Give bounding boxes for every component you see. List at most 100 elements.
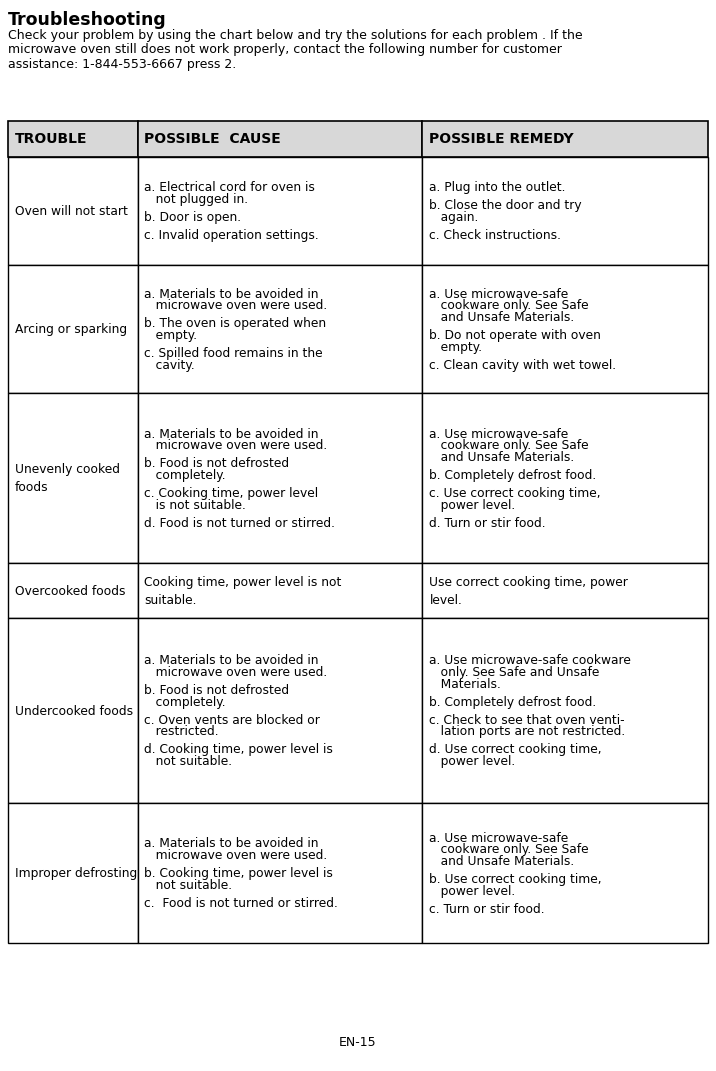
Text: Overcooked foods: Overcooked foods: [15, 585, 125, 598]
Text: c. Check instructions.: c. Check instructions.: [430, 229, 561, 242]
Text: Oven will not start: Oven will not start: [15, 206, 128, 218]
Bar: [422, 121, 708, 157]
Text: a. Materials to be avoided in: a. Materials to be avoided in: [145, 838, 319, 850]
Bar: [8, 157, 137, 265]
Text: b. Do not operate with oven: b. Do not operate with oven: [430, 329, 601, 342]
Bar: [8, 618, 137, 803]
Bar: [422, 563, 708, 618]
Bar: [422, 618, 708, 803]
Text: d. Cooking time, power level is: d. Cooking time, power level is: [145, 743, 334, 756]
Text: cookware only. See Safe: cookware only. See Safe: [430, 299, 589, 313]
Text: a. Use microwave-safe cookware: a. Use microwave-safe cookware: [430, 654, 632, 667]
Text: again.: again.: [430, 211, 479, 224]
Text: microwave oven still does not work properly, contact the following number for cu: microwave oven still does not work prope…: [8, 44, 562, 57]
Bar: [8, 121, 137, 157]
Text: d. Turn or stir food.: d. Turn or stir food.: [430, 517, 546, 530]
Text: not suitable.: not suitable.: [145, 879, 233, 892]
Text: c. Use correct cooking time,: c. Use correct cooking time,: [430, 487, 601, 500]
Text: a. Use microwave-safe: a. Use microwave-safe: [430, 427, 569, 440]
Bar: [8, 803, 137, 942]
Bar: [137, 393, 422, 563]
Text: lation ports are not restricted.: lation ports are not restricted.: [430, 725, 626, 738]
Text: and Unsafe Materials.: and Unsafe Materials.: [430, 451, 575, 464]
Bar: [137, 803, 422, 942]
Text: microwave oven were used.: microwave oven were used.: [145, 849, 328, 862]
Text: empty.: empty.: [430, 341, 483, 353]
Text: Undercooked foods: Undercooked foods: [15, 705, 133, 718]
Text: is not suitable.: is not suitable.: [145, 499, 246, 512]
Text: Use correct cooking time, power: Use correct cooking time, power: [430, 575, 628, 589]
Text: power level.: power level.: [430, 885, 516, 897]
Text: and Unsafe Materials.: and Unsafe Materials.: [430, 311, 575, 323]
Text: completely.: completely.: [145, 696, 226, 709]
Text: a. Electrical cord for oven is: a. Electrical cord for oven is: [145, 181, 315, 194]
Text: completely.: completely.: [145, 469, 226, 482]
Text: Check your problem by using the chart below and try the solutions for each probl: Check your problem by using the chart be…: [8, 29, 583, 42]
Bar: [8, 563, 137, 618]
Text: c. Cooking time, power level: c. Cooking time, power level: [145, 487, 319, 500]
Text: suitable.: suitable.: [145, 593, 197, 606]
Text: c. Oven vents are blocked or: c. Oven vents are blocked or: [145, 713, 320, 726]
Text: not plugged in.: not plugged in.: [145, 193, 248, 206]
Text: c.  Food is not turned or stirred.: c. Food is not turned or stirred.: [145, 896, 339, 910]
Bar: [137, 157, 422, 265]
Text: b. Use correct cooking time,: b. Use correct cooking time,: [430, 873, 602, 886]
Text: b. Close the door and try: b. Close the door and try: [430, 199, 582, 212]
Text: d. Use correct cooking time,: d. Use correct cooking time,: [430, 743, 602, 756]
Bar: [422, 157, 708, 265]
Text: b. The oven is operated when: b. The oven is operated when: [145, 317, 326, 330]
Bar: [137, 618, 422, 803]
Bar: [422, 265, 708, 393]
Bar: [137, 121, 422, 157]
Text: level.: level.: [430, 593, 463, 606]
Text: b. Completely defrost food.: b. Completely defrost food.: [430, 469, 596, 482]
Text: a. Materials to be avoided in: a. Materials to be avoided in: [145, 427, 319, 440]
Text: b. Food is not defrosted: b. Food is not defrosted: [145, 684, 290, 697]
Text: cookware only. See Safe: cookware only. See Safe: [430, 439, 589, 452]
Text: c. Spilled food remains in the: c. Spilled food remains in the: [145, 347, 323, 360]
Text: b. Completely defrost food.: b. Completely defrost food.: [430, 696, 596, 709]
Text: d. Food is not turned or stirred.: d. Food is not turned or stirred.: [145, 517, 336, 530]
Text: microwave oven were used.: microwave oven were used.: [145, 299, 328, 313]
Text: Materials.: Materials.: [430, 678, 501, 691]
Text: cavity.: cavity.: [145, 359, 195, 372]
Text: c. Invalid operation settings.: c. Invalid operation settings.: [145, 229, 319, 242]
Text: EN-15: EN-15: [339, 1036, 377, 1049]
Text: cookware only. See Safe: cookware only. See Safe: [430, 843, 589, 856]
Text: microwave oven were used.: microwave oven were used.: [145, 439, 328, 452]
Bar: [137, 265, 422, 393]
Text: and Unsafe Materials.: and Unsafe Materials.: [430, 855, 575, 868]
Text: a. Use microwave-safe: a. Use microwave-safe: [430, 287, 569, 301]
Text: b. Food is not defrosted: b. Food is not defrosted: [145, 457, 290, 470]
Text: a. Use microwave-safe: a. Use microwave-safe: [430, 831, 569, 845]
Text: a. Materials to be avoided in: a. Materials to be avoided in: [145, 287, 319, 301]
Bar: [8, 393, 137, 563]
Text: b. Cooking time, power level is: b. Cooking time, power level is: [145, 868, 334, 880]
Text: POSSIBLE  CAUSE: POSSIBLE CAUSE: [145, 133, 281, 147]
Text: Arcing or sparking: Arcing or sparking: [15, 323, 127, 336]
Text: c. Turn or stir food.: c. Turn or stir food.: [430, 903, 545, 916]
Bar: [422, 393, 708, 563]
Text: not suitable.: not suitable.: [145, 755, 233, 768]
Text: Cooking time, power level is not: Cooking time, power level is not: [145, 575, 342, 589]
Text: power level.: power level.: [430, 499, 516, 512]
Text: b. Door is open.: b. Door is open.: [145, 211, 241, 224]
Text: restricted.: restricted.: [145, 725, 219, 738]
Text: only. See Safe and Unsafe: only. See Safe and Unsafe: [430, 666, 600, 679]
Bar: [8, 265, 137, 393]
Text: a. Materials to be avoided in: a. Materials to be avoided in: [145, 654, 319, 667]
Text: Improper defrosting: Improper defrosting: [15, 868, 137, 880]
Text: assistance: 1-844-553-6667 press 2.: assistance: 1-844-553-6667 press 2.: [8, 58, 236, 71]
Bar: [422, 803, 708, 942]
Text: empty.: empty.: [145, 329, 198, 342]
Text: power level.: power level.: [430, 755, 516, 768]
Text: a. Plug into the outlet.: a. Plug into the outlet.: [430, 181, 566, 194]
Text: Troubleshooting: Troubleshooting: [8, 11, 167, 29]
Text: Unevenly cooked: Unevenly cooked: [15, 463, 120, 477]
Text: microwave oven were used.: microwave oven were used.: [145, 666, 328, 679]
Text: TROUBLE: TROUBLE: [15, 133, 87, 147]
Text: foods: foods: [15, 481, 49, 494]
Text: c. Check to see that oven venti-: c. Check to see that oven venti-: [430, 713, 625, 726]
Bar: [137, 563, 422, 618]
Text: POSSIBLE REMEDY: POSSIBLE REMEDY: [430, 133, 574, 147]
